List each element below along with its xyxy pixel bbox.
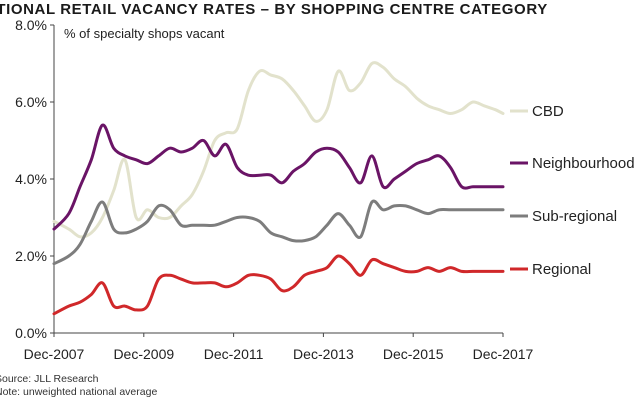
y-tick-label: 0.0% bbox=[15, 325, 47, 341]
y-tick-label: 8.0% bbox=[15, 17, 47, 33]
unweighted-note: Note: unweighted national average bbox=[0, 386, 158, 398]
x-tick-label: Dec-2015 bbox=[383, 346, 444, 362]
x-tick-label: Dec-2017 bbox=[473, 346, 534, 362]
series-line-cbd bbox=[52, 61, 505, 239]
legend-label-regional: Regional bbox=[532, 261, 591, 278]
source-note: Source: JLL Research bbox=[0, 373, 99, 385]
chart-footer: Source: JLL Research Note: unweighted na… bbox=[0, 373, 157, 399]
y-axis-label: % of specialty shops vacant bbox=[64, 26, 225, 41]
y-tick-label: 6.0% bbox=[15, 94, 47, 110]
legend-label-neighbourhood: Neighbourhood bbox=[532, 155, 635, 172]
legend-label-cbd: CBD bbox=[532, 103, 564, 120]
x-tick-label: Dec-2009 bbox=[113, 346, 174, 362]
x-tick-label: Dec-2011 bbox=[204, 346, 264, 362]
legend-label-sub-regional: Sub-regional bbox=[532, 208, 617, 225]
series-line-regional bbox=[52, 254, 505, 316]
x-tick-label: Dec-2013 bbox=[293, 346, 354, 362]
y-tick-label: 4.0% bbox=[15, 171, 47, 187]
series-line-neighbourhood bbox=[52, 123, 505, 231]
chart-title: ATIONAL RETAIL VACANCY RATES – BY SHOPPI… bbox=[0, 1, 548, 18]
y-tick-label: 2.0% bbox=[15, 248, 47, 264]
x-tick-label: Dec-2007 bbox=[24, 346, 85, 362]
series-line-sub-regional bbox=[52, 199, 505, 266]
